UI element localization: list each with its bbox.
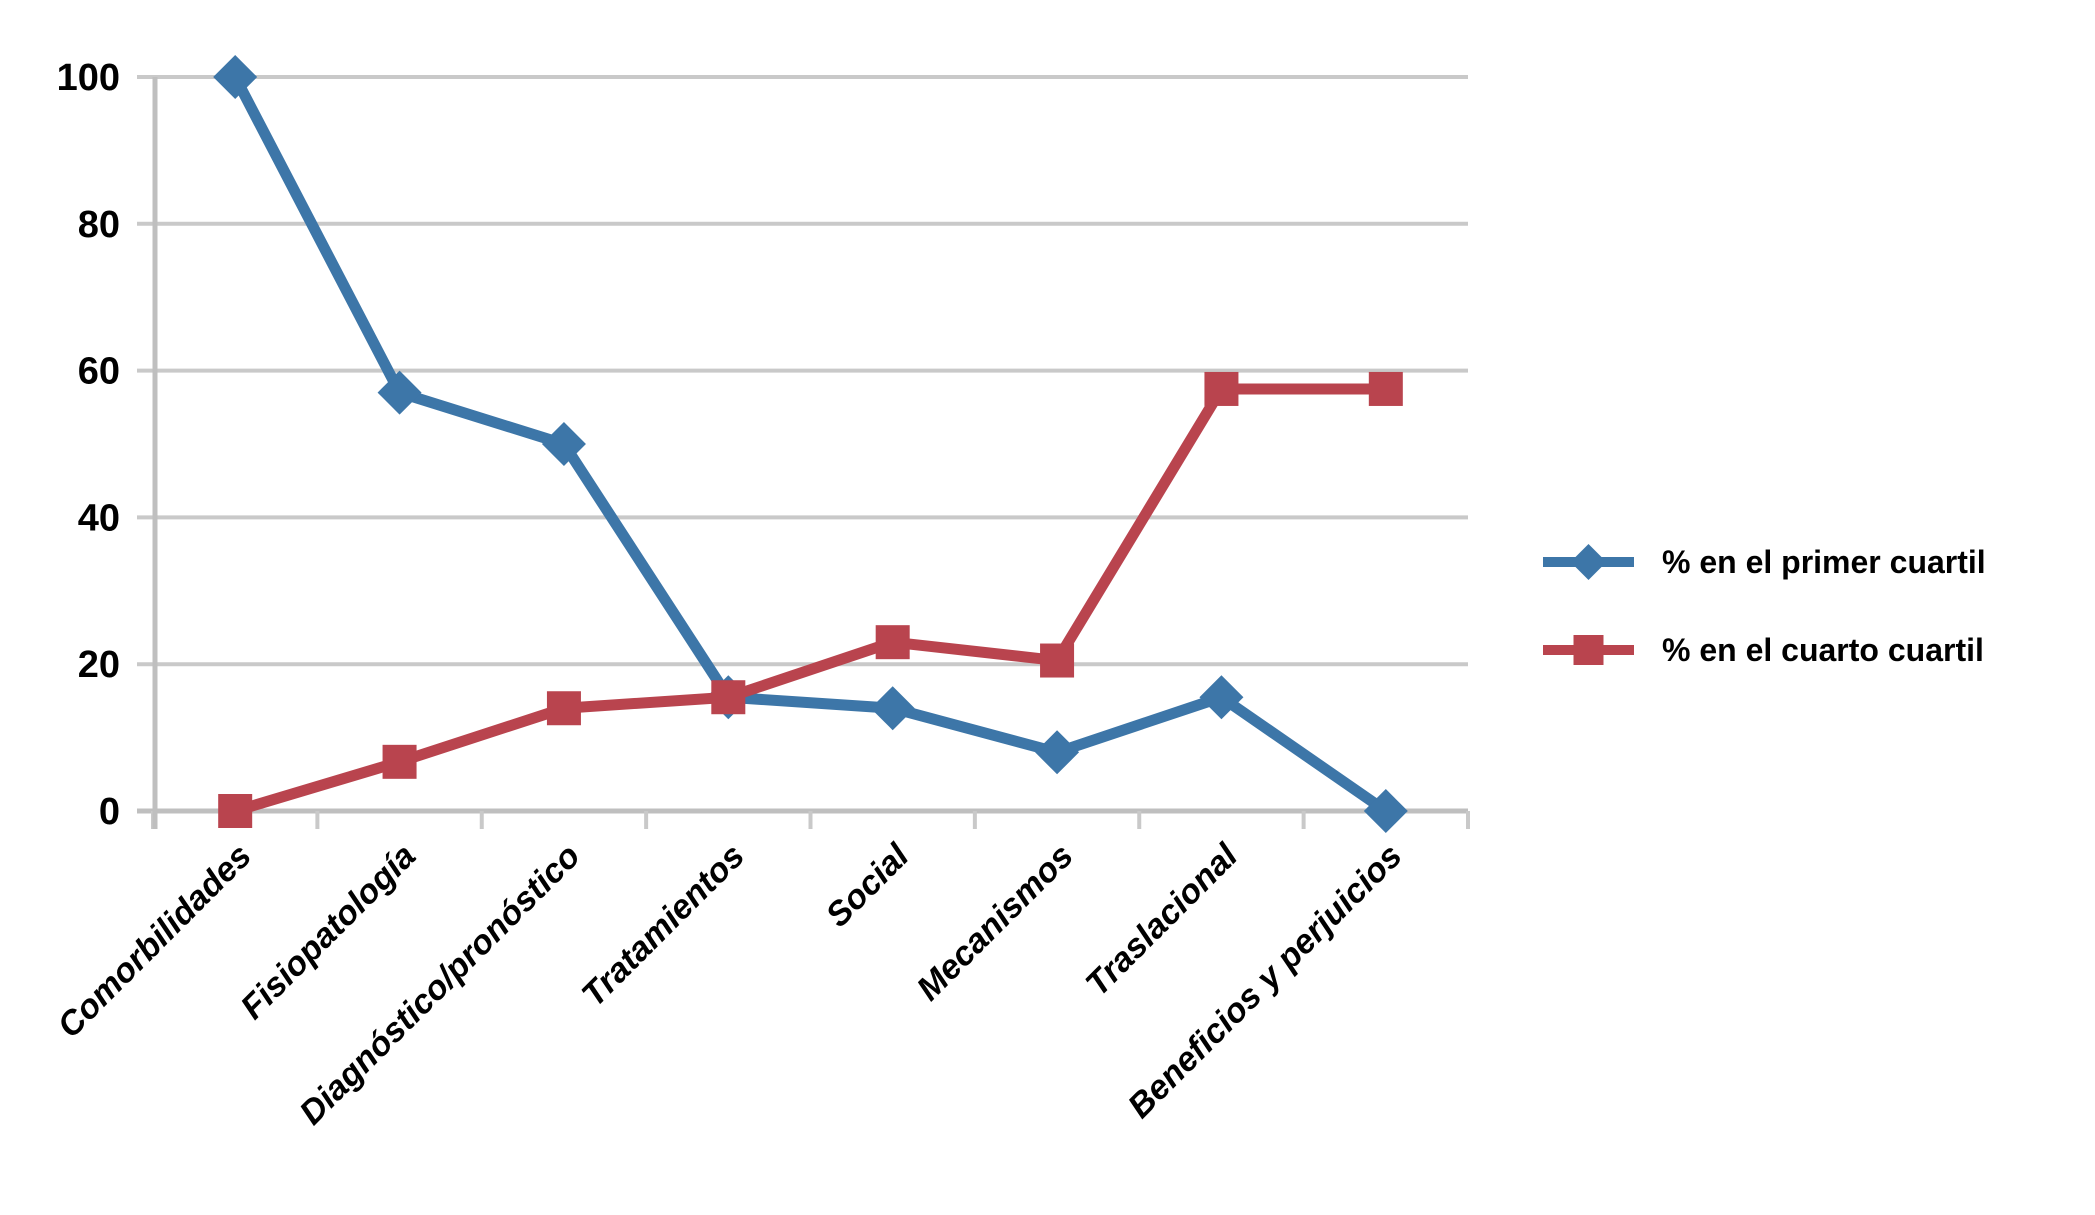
x-category-label: Tratamientos: [575, 837, 752, 1014]
series-1-marker: [711, 680, 746, 715]
series-0-marker: [1035, 730, 1080, 775]
series-0-marker: [1199, 675, 1244, 720]
series-1-line: [233, 383, 1386, 817]
y-tick-label: 80: [78, 204, 120, 246]
series-1-marker: [218, 794, 253, 828]
x-category-label: Fisiopatología: [233, 837, 423, 1027]
series-0-marker: [1363, 789, 1408, 833]
series-1-marker: [875, 625, 910, 660]
series-0-line: [230, 74, 1389, 816]
y-tick-label: 60: [78, 351, 120, 393]
y-tick-label: 100: [57, 57, 120, 99]
x-category-label: Comorbilidades: [50, 837, 259, 1046]
series-1-marker: [382, 744, 417, 779]
series-0-marker: [213, 55, 258, 99]
legend-swatch-marker: [1573, 635, 1604, 665]
y-tick-label: 0: [99, 791, 120, 833]
x-category-label: Mecanismos: [910, 837, 1081, 1008]
legend-item-label: % en el primer cuartil: [1662, 544, 1986, 580]
legend-item-label: % en el cuarto cuartil: [1662, 632, 1984, 668]
legend-swatch-marker: [1570, 544, 1607, 580]
series-0-marker: [870, 686, 915, 731]
x-category-label: Social: [819, 836, 918, 935]
y-tick-label: 20: [78, 644, 120, 686]
series-0-marker: [377, 370, 422, 415]
x-category-label: Diagnóstico/pronóstico: [292, 837, 587, 1132]
series-1-marker: [1368, 371, 1403, 406]
y-tick-label: 40: [78, 497, 120, 539]
series-1-marker: [546, 691, 581, 726]
series-0-marker: [541, 422, 586, 466]
series-1-marker: [1204, 371, 1239, 406]
series-1-marker: [1040, 643, 1075, 678]
x-category-label: Beneficios y perjuicios: [1121, 837, 1410, 1126]
x-category-label: Traslacional: [1078, 836, 1246, 1004]
